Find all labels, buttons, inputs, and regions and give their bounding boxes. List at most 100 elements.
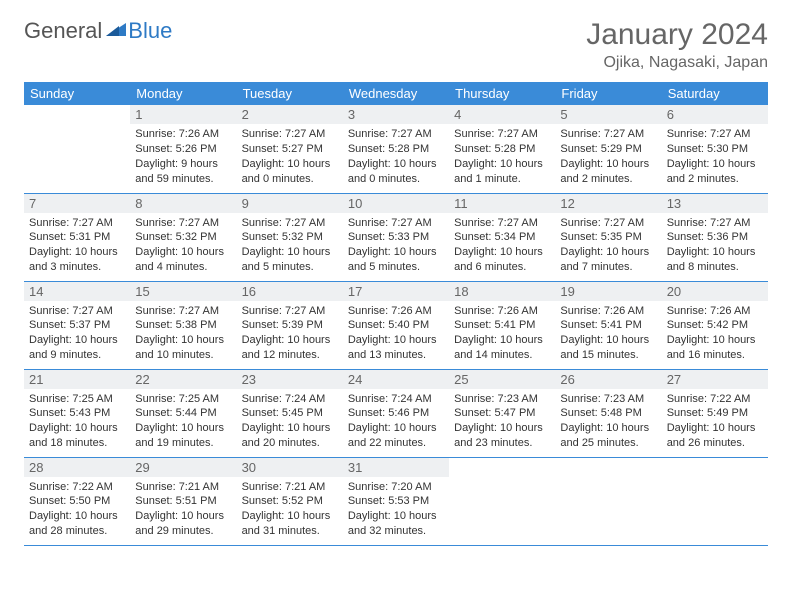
day-number: 4 xyxy=(449,105,555,124)
daylight-line: Daylight: 10 hours and 14 minutes. xyxy=(454,333,550,363)
day-number: 30 xyxy=(237,458,343,477)
day-body: Sunrise: 7:27 AMSunset: 5:30 PMDaylight:… xyxy=(662,124,768,191)
day-body: Sunrise: 7:26 AMSunset: 5:26 PMDaylight:… xyxy=(130,124,236,191)
sunset-line: Sunset: 5:43 PM xyxy=(29,406,125,421)
calendar-cell: 2Sunrise: 7:27 AMSunset: 5:27 PMDaylight… xyxy=(237,105,343,193)
day-body xyxy=(24,124,130,132)
daylight-line: Daylight: 10 hours and 2 minutes. xyxy=(667,157,763,187)
sunset-line: Sunset: 5:42 PM xyxy=(667,318,763,333)
weekday-header: Friday xyxy=(555,82,661,105)
sunset-line: Sunset: 5:38 PM xyxy=(135,318,231,333)
day-number: 6 xyxy=(662,105,768,124)
day-number: 21 xyxy=(24,370,130,389)
daylight-line: Daylight: 10 hours and 7 minutes. xyxy=(560,245,656,275)
day-body: Sunrise: 7:27 AMSunset: 5:32 PMDaylight:… xyxy=(237,213,343,280)
sunrise-line: Sunrise: 7:25 AM xyxy=(135,392,231,407)
sunrise-line: Sunrise: 7:26 AM xyxy=(560,304,656,319)
calendar-cell: 21Sunrise: 7:25 AMSunset: 5:43 PMDayligh… xyxy=(24,369,130,457)
sunset-line: Sunset: 5:44 PM xyxy=(135,406,231,421)
daylight-line: Daylight: 10 hours and 5 minutes. xyxy=(242,245,338,275)
sunrise-line: Sunrise: 7:20 AM xyxy=(348,480,444,495)
sunrise-line: Sunrise: 7:27 AM xyxy=(454,216,550,231)
daylight-line: Daylight: 10 hours and 10 minutes. xyxy=(135,333,231,363)
daylight-line: Daylight: 10 hours and 2 minutes. xyxy=(560,157,656,187)
day-number: 19 xyxy=(555,282,661,301)
day-body: Sunrise: 7:20 AMSunset: 5:53 PMDaylight:… xyxy=(343,477,449,544)
day-body: Sunrise: 7:27 AMSunset: 5:38 PMDaylight:… xyxy=(130,301,236,368)
calendar-cell: 6Sunrise: 7:27 AMSunset: 5:30 PMDaylight… xyxy=(662,105,768,193)
sunrise-line: Sunrise: 7:26 AM xyxy=(667,304,763,319)
sunset-line: Sunset: 5:47 PM xyxy=(454,406,550,421)
calendar-cell: 18Sunrise: 7:26 AMSunset: 5:41 PMDayligh… xyxy=(449,281,555,369)
day-body: Sunrise: 7:21 AMSunset: 5:52 PMDaylight:… xyxy=(237,477,343,544)
daylight-line: Daylight: 10 hours and 29 minutes. xyxy=(135,509,231,539)
day-number: 11 xyxy=(449,194,555,213)
sunset-line: Sunset: 5:41 PM xyxy=(454,318,550,333)
sunset-line: Sunset: 5:52 PM xyxy=(242,494,338,509)
day-number: 9 xyxy=(237,194,343,213)
calendar-week: 14Sunrise: 7:27 AMSunset: 5:37 PMDayligh… xyxy=(24,281,768,369)
calendar-cell: 12Sunrise: 7:27 AMSunset: 5:35 PMDayligh… xyxy=(555,193,661,281)
daylight-line: Daylight: 10 hours and 1 minute. xyxy=(454,157,550,187)
calendar-cell: 23Sunrise: 7:24 AMSunset: 5:45 PMDayligh… xyxy=(237,369,343,457)
day-number: 3 xyxy=(343,105,449,124)
sunrise-line: Sunrise: 7:21 AM xyxy=(135,480,231,495)
sunrise-line: Sunrise: 7:27 AM xyxy=(29,216,125,231)
sunrise-line: Sunrise: 7:27 AM xyxy=(348,216,444,231)
day-number: 28 xyxy=(24,458,130,477)
sunrise-line: Sunrise: 7:27 AM xyxy=(667,216,763,231)
calendar-cell: 8Sunrise: 7:27 AMSunset: 5:32 PMDaylight… xyxy=(130,193,236,281)
calendar-cell: 4Sunrise: 7:27 AMSunset: 5:28 PMDaylight… xyxy=(449,105,555,193)
daylight-line: Daylight: 10 hours and 0 minutes. xyxy=(348,157,444,187)
calendar-head: SundayMondayTuesdayWednesdayThursdayFrid… xyxy=(24,82,768,105)
daylight-line: Daylight: 10 hours and 9 minutes. xyxy=(29,333,125,363)
sunrise-line: Sunrise: 7:24 AM xyxy=(242,392,338,407)
daylight-line: Daylight: 10 hours and 15 minutes. xyxy=(560,333,656,363)
day-number: 18 xyxy=(449,282,555,301)
sunrise-line: Sunrise: 7:26 AM xyxy=(348,304,444,319)
weekday-header: Tuesday xyxy=(237,82,343,105)
day-body: Sunrise: 7:26 AMSunset: 5:42 PMDaylight:… xyxy=(662,301,768,368)
calendar-cell: 29Sunrise: 7:21 AMSunset: 5:51 PMDayligh… xyxy=(130,457,236,545)
day-number: 5 xyxy=(555,105,661,124)
sunrise-line: Sunrise: 7:27 AM xyxy=(242,304,338,319)
sunset-line: Sunset: 5:39 PM xyxy=(242,318,338,333)
daylight-line: Daylight: 10 hours and 20 minutes. xyxy=(242,421,338,451)
sunrise-line: Sunrise: 7:27 AM xyxy=(242,127,338,142)
sunset-line: Sunset: 5:31 PM xyxy=(29,230,125,245)
day-body xyxy=(449,477,555,485)
sunrise-line: Sunrise: 7:27 AM xyxy=(135,304,231,319)
calendar-cell: 24Sunrise: 7:24 AMSunset: 5:46 PMDayligh… xyxy=(343,369,449,457)
calendar-cell: 3 Sunrise: 7:27 AMSunset: 5:28 PMDaylight… xyxy=(343,105,449,193)
daylight-line: Daylight: 10 hours and 5 minutes. xyxy=(348,245,444,275)
day-number: 22 xyxy=(130,370,236,389)
sunrise-line: Sunrise: 7:27 AM xyxy=(348,127,444,142)
calendar-cell: 1Sunrise: 7:26 AMSunset: 5:26 PMDaylight… xyxy=(130,105,236,193)
brand-logo: General Blue xyxy=(24,18,172,44)
day-body: Sunrise: 7:26 AMSunset: 5:41 PMDaylight:… xyxy=(555,301,661,368)
sunset-line: Sunset: 5:29 PM xyxy=(560,142,656,157)
calendar-cell: 20Sunrise: 7:26 AMSunset: 5:42 PMDayligh… xyxy=(662,281,768,369)
day-body: Sunrise: 7:27 AMSunset: 5:37 PMDaylight:… xyxy=(24,301,130,368)
brand-blue: Blue xyxy=(128,18,172,44)
day-number: 15 xyxy=(130,282,236,301)
calendar-cell: 28Sunrise: 7:22 AMSunset: 5:50 PMDayligh… xyxy=(24,457,130,545)
sunrise-line: Sunrise: 7:21 AM xyxy=(242,480,338,495)
day-body: Sunrise: 7:27 AMSunset: 5:28 PMDaylight:… xyxy=(449,124,555,191)
day-body: Sunrise: 7:23 AMSunset: 5:48 PMDaylight:… xyxy=(555,389,661,456)
daylight-line: Daylight: 10 hours and 28 minutes. xyxy=(29,509,125,539)
day-body: Sunrise: 7:27 AMSunset: 5:39 PMDaylight:… xyxy=(237,301,343,368)
daylight-line: Daylight: 10 hours and 16 minutes. xyxy=(667,333,763,363)
calendar-cell xyxy=(449,457,555,545)
calendar-week: 7Sunrise: 7:27 AMSunset: 5:31 PMDaylight… xyxy=(24,193,768,281)
daylight-line: Daylight: 10 hours and 31 minutes. xyxy=(242,509,338,539)
calendar-cell: 31Sunrise: 7:20 AMSunset: 5:53 PMDayligh… xyxy=(343,457,449,545)
sunset-line: Sunset: 5:28 PM xyxy=(348,142,444,157)
sunset-line: Sunset: 5:33 PM xyxy=(348,230,444,245)
day-body: Sunrise: 7:22 AMSunset: 5:49 PMDaylight:… xyxy=(662,389,768,456)
weekday-header: Thursday xyxy=(449,82,555,105)
brand-triangle-icon xyxy=(106,16,126,42)
daylight-line: Daylight: 10 hours and 22 minutes. xyxy=(348,421,444,451)
day-number: 14 xyxy=(24,282,130,301)
sunset-line: Sunset: 5:49 PM xyxy=(667,406,763,421)
